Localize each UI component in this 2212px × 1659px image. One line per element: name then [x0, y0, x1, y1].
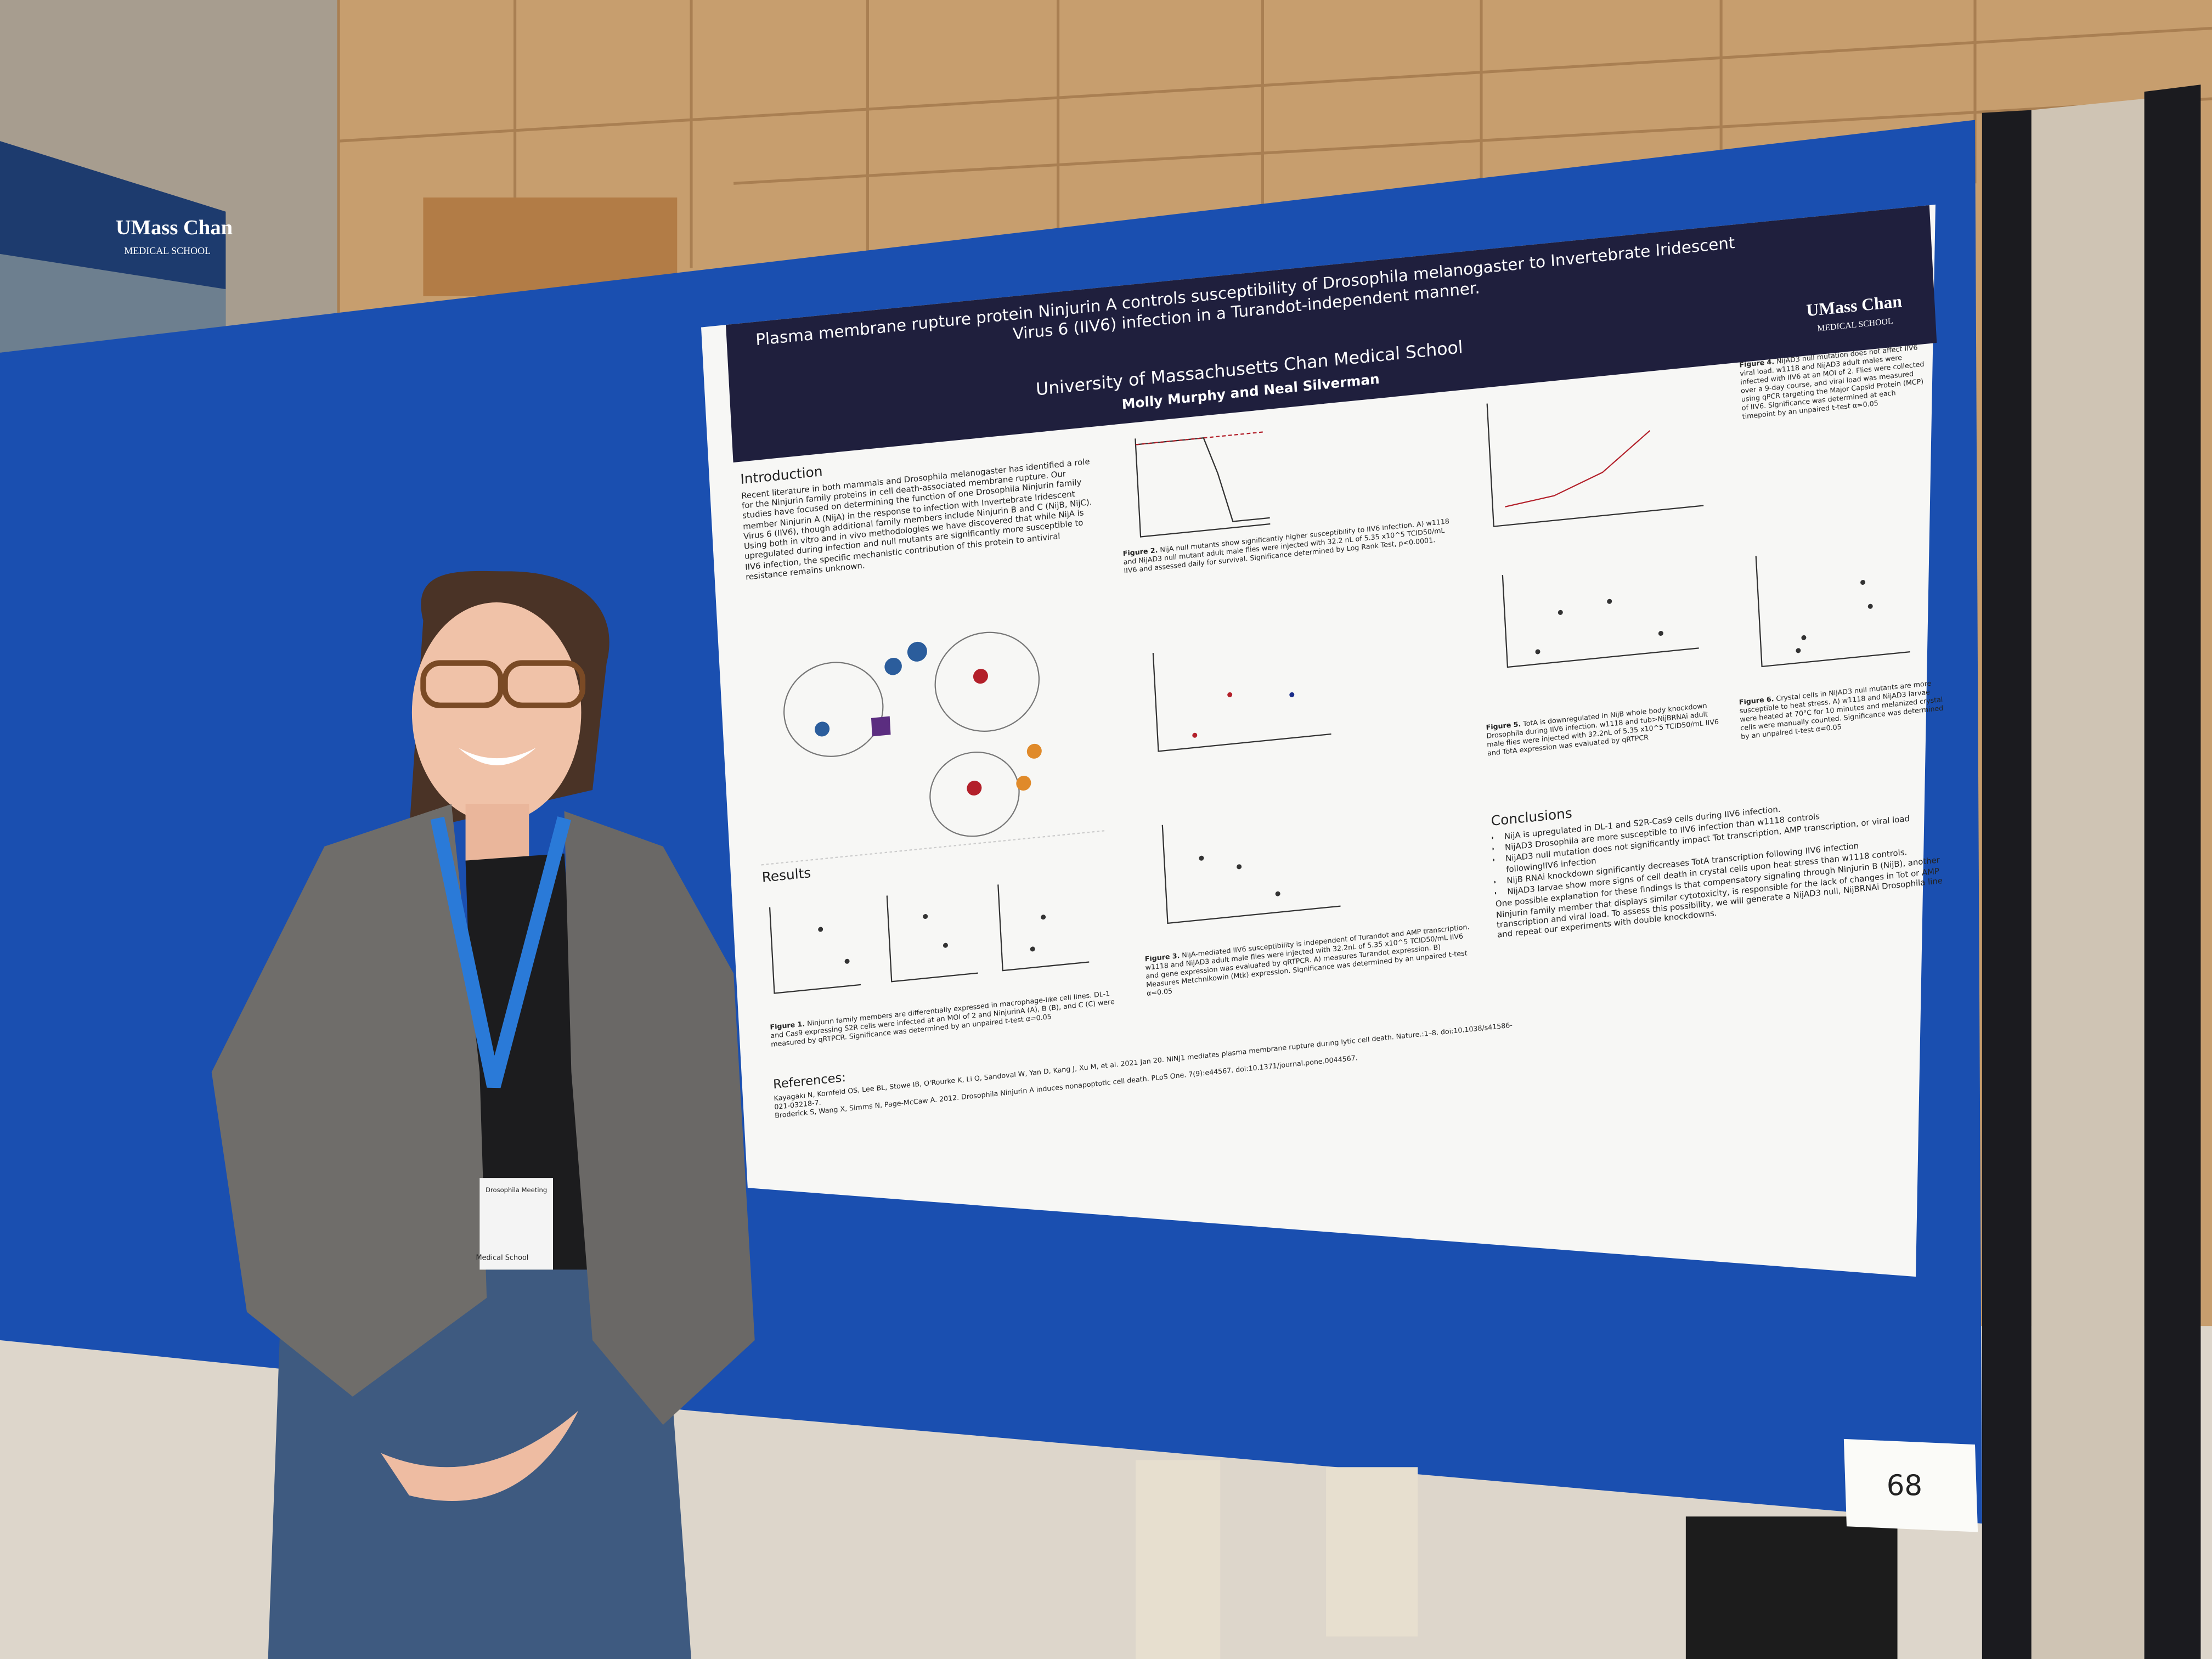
poster-header — [726, 205, 1937, 462]
badge-event: Drosophila Meeting — [486, 1186, 547, 1194]
fig5-chart — [1502, 574, 1699, 668]
fig1-charts — [769, 884, 1090, 994]
person-behind — [1136, 1460, 1221, 1659]
card — [1843, 1438, 1978, 1532]
glasses — [420, 660, 504, 708]
poster: Plasma membrane rupture protein Ninjurin… — [726, 205, 1974, 1158]
badge — [479, 1178, 553, 1270]
person-behind — [1326, 1467, 1418, 1637]
smile — [458, 747, 537, 765]
card-number: 68 — [1887, 1470, 1922, 1503]
banner: UMass Chan MEDICAL SCHOOL — [0, 141, 233, 353]
lanyard — [430, 816, 572, 1088]
divider — [761, 830, 1107, 866]
fig3-charts — [1152, 653, 1341, 924]
person-behind-right — [1685, 1516, 1898, 1659]
fig4-caption-box: Figure 4. NijAD3 null mutation does not … — [1739, 345, 1925, 421]
banner-brand: UMass Chan — [116, 216, 233, 239]
diagram — [783, 631, 1042, 837]
fig6-chart — [1755, 556, 1910, 668]
poster-sheet — [701, 204, 1936, 1277]
neck — [465, 804, 529, 861]
glasses — [502, 660, 586, 708]
intro-box: Recent literature in both mammals and Dr… — [741, 456, 1092, 582]
jacket-left — [211, 804, 487, 1397]
number-card: 68 — [1843, 1438, 1978, 1532]
board-post-right — [2144, 84, 2201, 1659]
banner-photo — [0, 253, 226, 353]
jacket-right — [564, 811, 755, 1425]
banner-sub: MEDICAL SCHOOL — [124, 245, 211, 256]
badge-org: Medical School — [476, 1254, 528, 1262]
board-post — [1982, 110, 2032, 1659]
hands — [381, 1410, 579, 1501]
background-gap — [2031, 99, 2145, 1659]
fig2-chart — [1135, 431, 1271, 538]
fig4-chart — [1486, 403, 1704, 527]
face — [411, 602, 582, 823]
shirt — [465, 853, 592, 1284]
person: Drosophila Meeting Medical School — [211, 571, 755, 1659]
